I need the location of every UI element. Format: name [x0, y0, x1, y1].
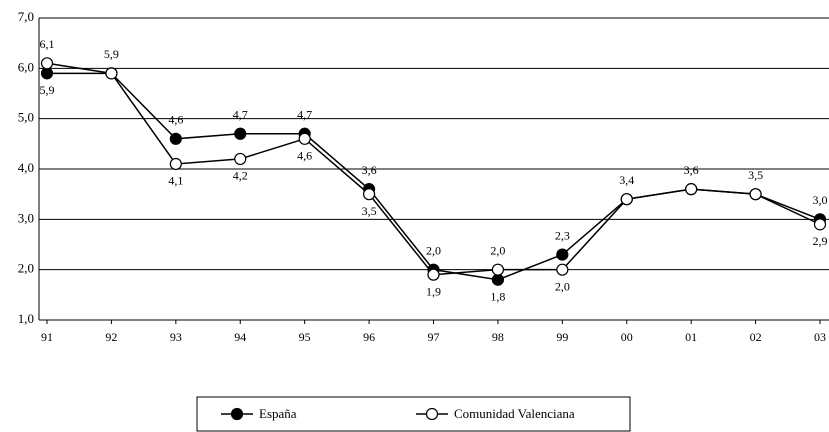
data-label: 2,0 — [490, 243, 505, 257]
point — [234, 152, 247, 166]
x-tick-label: 94 — [234, 330, 246, 344]
legend-marker — [230, 407, 244, 421]
y-tick-label: 3,0 — [18, 210, 34, 225]
y-tick-label: 1,0 — [18, 311, 34, 326]
data-label: 3,4 — [619, 173, 634, 187]
point — [685, 183, 698, 196]
point — [813, 218, 827, 231]
point — [491, 273, 505, 286]
legend-marker — [425, 407, 439, 421]
point — [169, 132, 182, 145]
point — [427, 268, 440, 281]
point — [105, 67, 118, 80]
data-label: 4,2 — [233, 169, 248, 183]
point — [749, 188, 762, 201]
data-label: 4,7 — [297, 108, 312, 122]
data-label: 3,6 — [362, 163, 377, 177]
point — [298, 132, 311, 145]
y-tick-label: 5,0 — [18, 110, 34, 125]
point — [169, 157, 182, 171]
data-label: 2,3 — [555, 228, 570, 242]
point — [620, 193, 633, 206]
point — [556, 263, 569, 276]
x-tick-label: 99 — [556, 330, 568, 344]
point — [40, 57, 54, 70]
y-tick-label: 7,0 — [18, 9, 34, 24]
point — [234, 127, 247, 140]
point — [40, 67, 54, 80]
data-label: 4,7 — [233, 108, 248, 122]
y-tick-label: 6,0 — [18, 59, 34, 74]
data-label: 4,6 — [168, 113, 183, 127]
legend-label: Comunidad Valenciana — [454, 406, 575, 421]
data-label: 2,9 — [813, 234, 828, 248]
point — [362, 188, 376, 201]
y-tick-label: 2,0 — [18, 261, 34, 276]
y-tick-label: 4,0 — [18, 160, 34, 175]
data-label: 3,0 — [813, 193, 828, 207]
legend-box — [196, 396, 631, 432]
point — [491, 263, 505, 276]
legend-label: España — [259, 406, 297, 421]
data-label: 4,6 — [297, 149, 312, 163]
x-tick-label: 92 — [105, 330, 117, 344]
x-tick-label: 00 — [621, 330, 633, 344]
x-tick-label: 01 — [685, 330, 697, 344]
x-tick-label: 02 — [750, 330, 762, 344]
data-label: 5,9 — [40, 83, 55, 97]
data-label: 2,0 — [555, 279, 570, 293]
point — [556, 248, 569, 261]
data-label: 3,5 — [748, 168, 763, 182]
data-label: 3,5 — [362, 204, 377, 218]
x-tick-label: 97 — [428, 330, 440, 344]
data-label: 4,1 — [168, 174, 183, 188]
x-tick-label: 95 — [299, 330, 311, 344]
x-tick-label: 93 — [170, 330, 182, 344]
data-label: 1,8 — [490, 289, 505, 303]
data-label: 2,0 — [426, 243, 441, 257]
data-label: 3,6 — [684, 163, 699, 177]
x-tick-label: 98 — [492, 330, 504, 344]
data-label: 5,9 — [104, 47, 119, 61]
x-tick-label: 03 — [814, 330, 826, 344]
x-tick-label: 91 — [41, 330, 53, 344]
data-label: 6,1 — [40, 37, 55, 51]
x-tick-label: 96 — [363, 330, 375, 344]
data-label: 1,9 — [426, 284, 441, 298]
